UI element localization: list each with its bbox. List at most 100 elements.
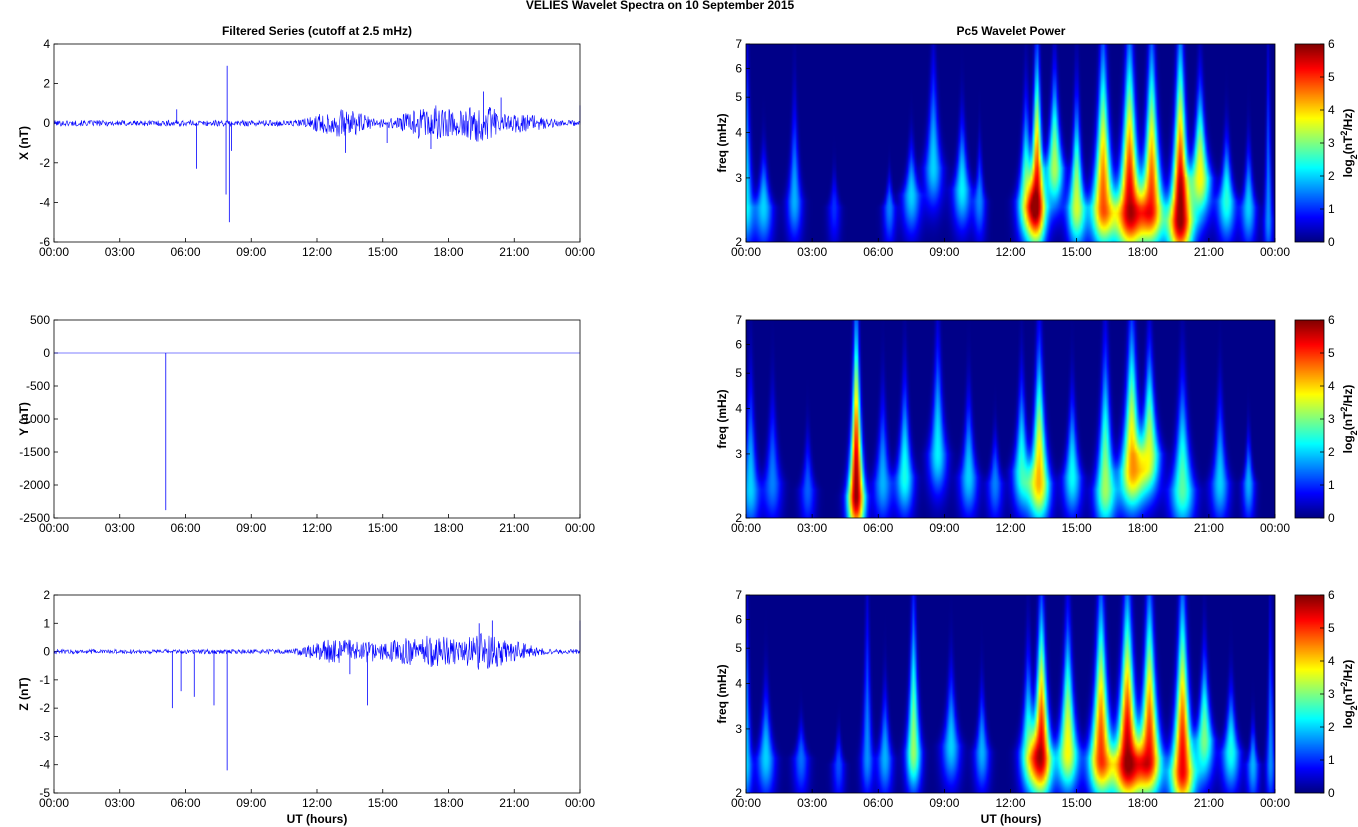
wavelet-z-ytick-label: 5 — [735, 641, 742, 655]
left-x-axis-label: UT (hours) — [287, 812, 348, 826]
series-y-xtick-label: 03:00 — [105, 521, 135, 535]
wavelet-y-ytick-label: 4 — [735, 401, 742, 415]
series-z-xtick-label: 09:00 — [236, 796, 266, 810]
wavelet-z-colorbar-tick-label: 2 — [1328, 720, 1335, 734]
wavelet-z-colorbar-tick-label: 0 — [1328, 786, 1335, 800]
wavelet-y-xtick-label: 00:00 — [731, 521, 761, 535]
wavelet-y-ylabel: freq (mHz) — [715, 389, 729, 448]
series-y-xtick-label: 00:00 — [39, 521, 69, 535]
wavelet-z-xtick-label: 06:00 — [863, 796, 893, 810]
right-x-axis-label: UT (hours) — [981, 812, 1042, 826]
wavelet-x-colorbar-tick-label: 1 — [1328, 202, 1335, 216]
wavelet-x-colorbar-tick-label: 0 — [1328, 235, 1335, 249]
wavelet-z-xtick-label: 09:00 — [929, 796, 959, 810]
series-y-ylabel: Y (nT) — [17, 402, 31, 436]
wavelet-z-colorbar-label: log2(nT2/Hz) — [1339, 660, 1358, 729]
series-y-ytick-label: -2500 — [19, 511, 50, 525]
wavelet-y-ytick-label: 3 — [735, 447, 742, 461]
series-z-ylabel: Z (nT) — [17, 677, 31, 710]
series-x-xtick-label: 00:00 — [39, 245, 69, 259]
wavelet-y-colorbar-tick-label: 6 — [1328, 313, 1335, 327]
series-y-ytick-label: 0 — [43, 346, 50, 360]
series-x-ylabel: X (nT) — [17, 126, 31, 160]
series-x-ytick-label: -4 — [39, 195, 50, 209]
wavelet-y-xtick-label: 18:00 — [1128, 521, 1158, 535]
wavelet-x-ylabel: freq (mHz) — [715, 113, 729, 172]
wavelet-y-colorbar-tick-label: 0 — [1328, 511, 1335, 525]
wavelet-y-colorbar-tick-label: 3 — [1328, 412, 1335, 426]
series-z-ytick-label: -1 — [39, 673, 50, 687]
wavelet-z-colorbar-tick-label: 1 — [1328, 753, 1335, 767]
wavelet-y-colorbar-tick-label: 5 — [1328, 346, 1335, 360]
series-y-xtick-label: 21:00 — [499, 521, 529, 535]
series-z-ytick-label: 0 — [43, 645, 50, 659]
wavelet-z-colorbar-tick-label: 5 — [1328, 621, 1335, 635]
series-x-xtick-label: 06:00 — [170, 245, 200, 259]
series-x-ytick-label: 2 — [43, 77, 50, 91]
wavelet-x-ytick-label: 6 — [735, 61, 742, 75]
wavelet-x-xtick-label: 03:00 — [797, 245, 827, 259]
series-z-ytick-label: -5 — [39, 786, 50, 800]
series-y-xtick-label: 06:00 — [170, 521, 200, 535]
wavelet-z-ytick-label: 4 — [735, 676, 742, 690]
wavelet-x-ytick-label: 5 — [735, 90, 742, 104]
wavelet-z-xtick-label: 15:00 — [1062, 796, 1092, 810]
wavelet-z-xtick-label: 21:00 — [1194, 796, 1224, 810]
wavelet-z-heatmap — [746, 595, 1275, 793]
series-y-ytick-label: -2000 — [19, 478, 50, 492]
wavelet-y-xtick-label: 09:00 — [929, 521, 959, 535]
wavelet-x-xtick-label: 12:00 — [995, 245, 1025, 259]
series-z-ytick-label: -4 — [39, 758, 50, 772]
wavelet-x-colorbar-tick-label: 2 — [1328, 169, 1335, 183]
wavelet-x-ytick-label: 3 — [735, 171, 742, 185]
wavelet-x-colorbar-label: log2(nT2/Hz) — [1339, 109, 1358, 178]
wavelet-z-ylabel: freq (mHz) — [715, 664, 729, 723]
series-x-line — [53, 105, 581, 142]
wavelet-z-xtick-label: 18:00 — [1128, 796, 1158, 810]
series-x-ytick-label: 0 — [43, 116, 50, 130]
series-z-ytick-label: 1 — [43, 616, 50, 630]
wavelet-y-xtick-label: 00:00 — [1260, 521, 1290, 535]
wavelet-x-xtick-label: 18:00 — [1128, 245, 1158, 259]
series-z-xtick-label: 03:00 — [105, 796, 135, 810]
series-x-xtick-label: 09:00 — [236, 245, 266, 259]
series-x-ytick-label: -6 — [39, 235, 50, 249]
wavelet-y-xtick-label: 21:00 — [1194, 521, 1224, 535]
wavelet-z-colorbar-tick-label: 6 — [1328, 588, 1335, 602]
series-x-ytick-label: -2 — [39, 156, 50, 170]
wavelet-x-colorbar-tick-label: 4 — [1328, 103, 1335, 117]
wavelet-y-ytick-label: 5 — [735, 366, 742, 380]
series-y-xtick-label: 09:00 — [236, 521, 266, 535]
series-x-xtick-label: 12:00 — [302, 245, 332, 259]
wavelet-x-heatmap — [746, 44, 1275, 242]
series-z-ytick-label: -3 — [39, 729, 50, 743]
wavelet-z-xtick-label: 00:00 — [1260, 796, 1290, 810]
wavelet-y-heatmap — [746, 320, 1275, 518]
series-y-xtick-label: 12:00 — [302, 521, 332, 535]
series-z-xtick-label: 12:00 — [302, 796, 332, 810]
wavelet-x-xtick-label: 00:00 — [1260, 245, 1290, 259]
wavelet-x-ytick-label: 4 — [735, 125, 742, 139]
series-x-xtick-label: 21:00 — [499, 245, 529, 259]
wavelet-x-colorbar-tick-label: 6 — [1328, 37, 1335, 51]
series-z-ytick-label: 2 — [43, 588, 50, 602]
series-y-xtick-label: 00:00 — [565, 521, 595, 535]
wavelet-x-xtick-label: 15:00 — [1062, 245, 1092, 259]
wavelet-z-xtick-label: 03:00 — [797, 796, 827, 810]
wavelet-x-ytick-label: 2 — [735, 235, 742, 249]
series-z-xtick-label: 06:00 — [170, 796, 200, 810]
series-y-ytick-label: -500 — [26, 379, 50, 393]
wavelet-x-ytick-label: 7 — [735, 37, 742, 51]
wavelet-z-ytick-label: 3 — [735, 722, 742, 736]
wavelet-z-ytick-label: 7 — [735, 588, 742, 602]
series-z-line — [53, 632, 581, 670]
wavelet-z-colorbar — [1295, 595, 1324, 793]
series-x-ytick-label: 4 — [43, 37, 50, 51]
series-z-xtick-label: 21:00 — [499, 796, 529, 810]
series-y-ytick-label: -1000 — [19, 412, 50, 426]
wavelet-z-xtick-label: 00:00 — [731, 796, 761, 810]
series-y-ytick-label: 500 — [30, 313, 50, 327]
series-x-xtick-label: 03:00 — [105, 245, 135, 259]
wavelet-z-colorbar-tick-label: 3 — [1328, 687, 1335, 701]
